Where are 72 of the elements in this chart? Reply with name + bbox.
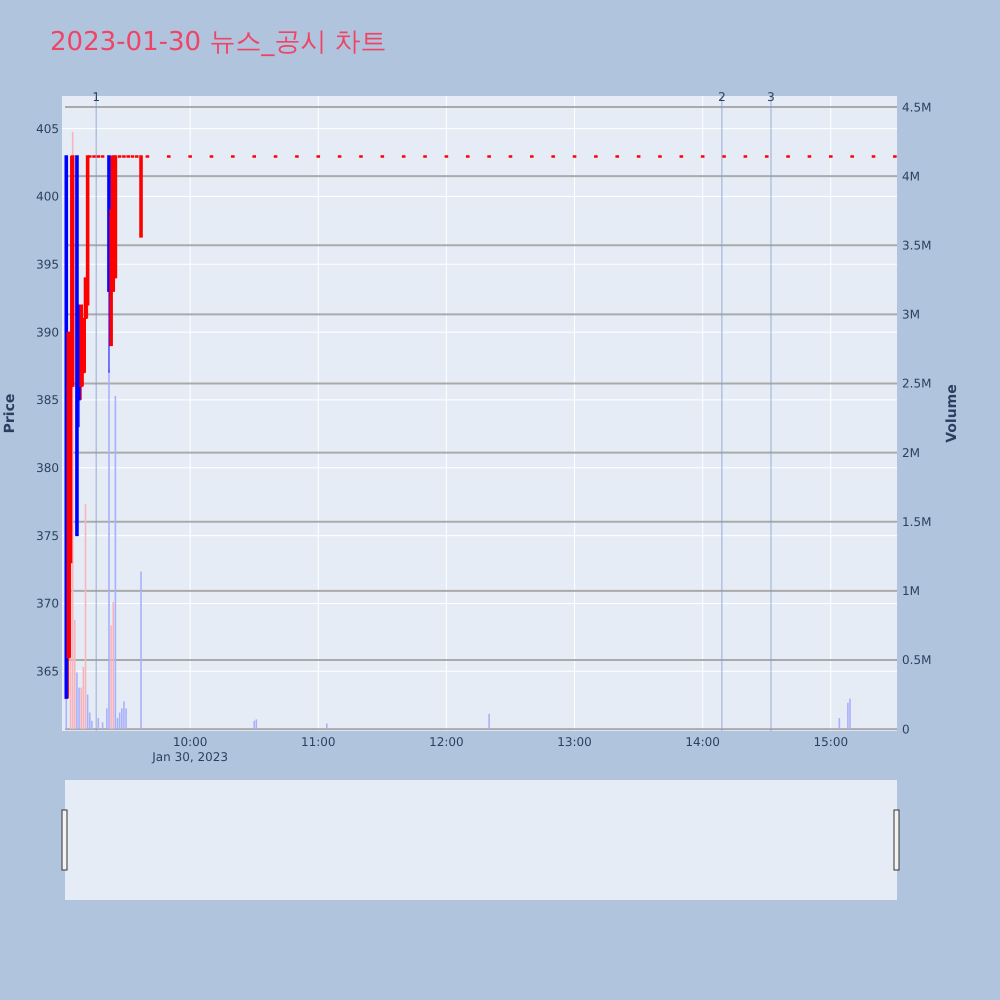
y-tick-label: 385 [36, 393, 59, 408]
candlestick [786, 155, 790, 158]
y-tick-label: 375 [36, 528, 59, 543]
ref-line-label: 3 [767, 90, 775, 104]
y2-axis-title: Volume [944, 384, 960, 443]
y2-tick-label: 1M [902, 584, 920, 598]
ref-line-label: 2 [718, 90, 726, 104]
x-tick-label: 15:00 [814, 735, 848, 749]
candlestick [764, 155, 769, 158]
candlestick [100, 155, 104, 158]
candlestick [188, 155, 192, 158]
chart-title: 2023-01-30 뉴스_공시 차트 [50, 27, 387, 57]
candlestick [338, 155, 342, 158]
candlestick [680, 155, 684, 158]
candlestick [139, 155, 143, 238]
candlestick [636, 155, 640, 158]
y-tick-label: 380 [36, 460, 59, 475]
candlestick [466, 155, 470, 158]
candlestick [722, 155, 726, 158]
candlestick [551, 155, 555, 158]
y2-tick-label: 3M [902, 308, 920, 322]
x-tick-label: 10:00 Jan 30, 2023 [151, 735, 228, 764]
candlestick [92, 155, 96, 158]
candlestick [210, 155, 214, 158]
candlestick [700, 155, 704, 158]
candlestick [444, 155, 448, 158]
candlestick [658, 155, 662, 158]
y2-tick-label: 0 [902, 722, 910, 736]
x-tick-label: 12:00 [429, 735, 464, 749]
y2-tick-label: 4M [902, 169, 920, 184]
candlestick [146, 155, 150, 158]
candlestick [594, 155, 598, 158]
candlestick [231, 155, 235, 158]
candlestick [122, 155, 126, 158]
candlestick [615, 155, 620, 158]
candlestick [423, 155, 427, 158]
y2-tick-label: 2M [902, 446, 920, 460]
candlestick [166, 155, 171, 158]
candlestick [572, 155, 576, 158]
candlestick [402, 155, 406, 158]
candlestick [530, 155, 534, 158]
y-tick-label: 365 [36, 664, 59, 678]
y-tick-label: 370 [36, 596, 59, 611]
y-tick-label: 395 [36, 257, 59, 272]
candlestick [295, 155, 299, 158]
x-tick-label: 11:00 [300, 735, 336, 749]
candlestick [808, 155, 812, 158]
y-tick-label: 390 [36, 325, 59, 340]
candlestick [850, 155, 854, 158]
x-tick-label: 13:00 [557, 735, 592, 749]
candlestick [872, 155, 876, 158]
candlestick [252, 155, 256, 158]
candlestick [829, 155, 833, 158]
candlestick [744, 155, 748, 158]
ref-line-label: 1 [92, 90, 100, 104]
y2-tick-label: 0.5M [902, 653, 932, 668]
y2-tick-label: 2.5M [902, 376, 932, 391]
y2-tick-label: 4.5M [902, 100, 932, 114]
y2-tick-label: 3.5M [902, 238, 932, 252]
candlestick [316, 155, 320, 158]
y-tick-label: 405 [36, 122, 59, 136]
candlestick [274, 155, 278, 158]
y-axis-title: Price [2, 394, 18, 434]
candlestick [380, 155, 384, 158]
candlestick [487, 155, 491, 158]
candlestick [893, 155, 897, 158]
candlestick [359, 155, 363, 158]
y-tick-label: 400 [36, 190, 59, 204]
y2-tick-label: 1.5M [902, 514, 932, 529]
x-tick-label: 14:00 [685, 735, 720, 749]
candlestick [130, 155, 134, 158]
candlestick [508, 155, 512, 158]
